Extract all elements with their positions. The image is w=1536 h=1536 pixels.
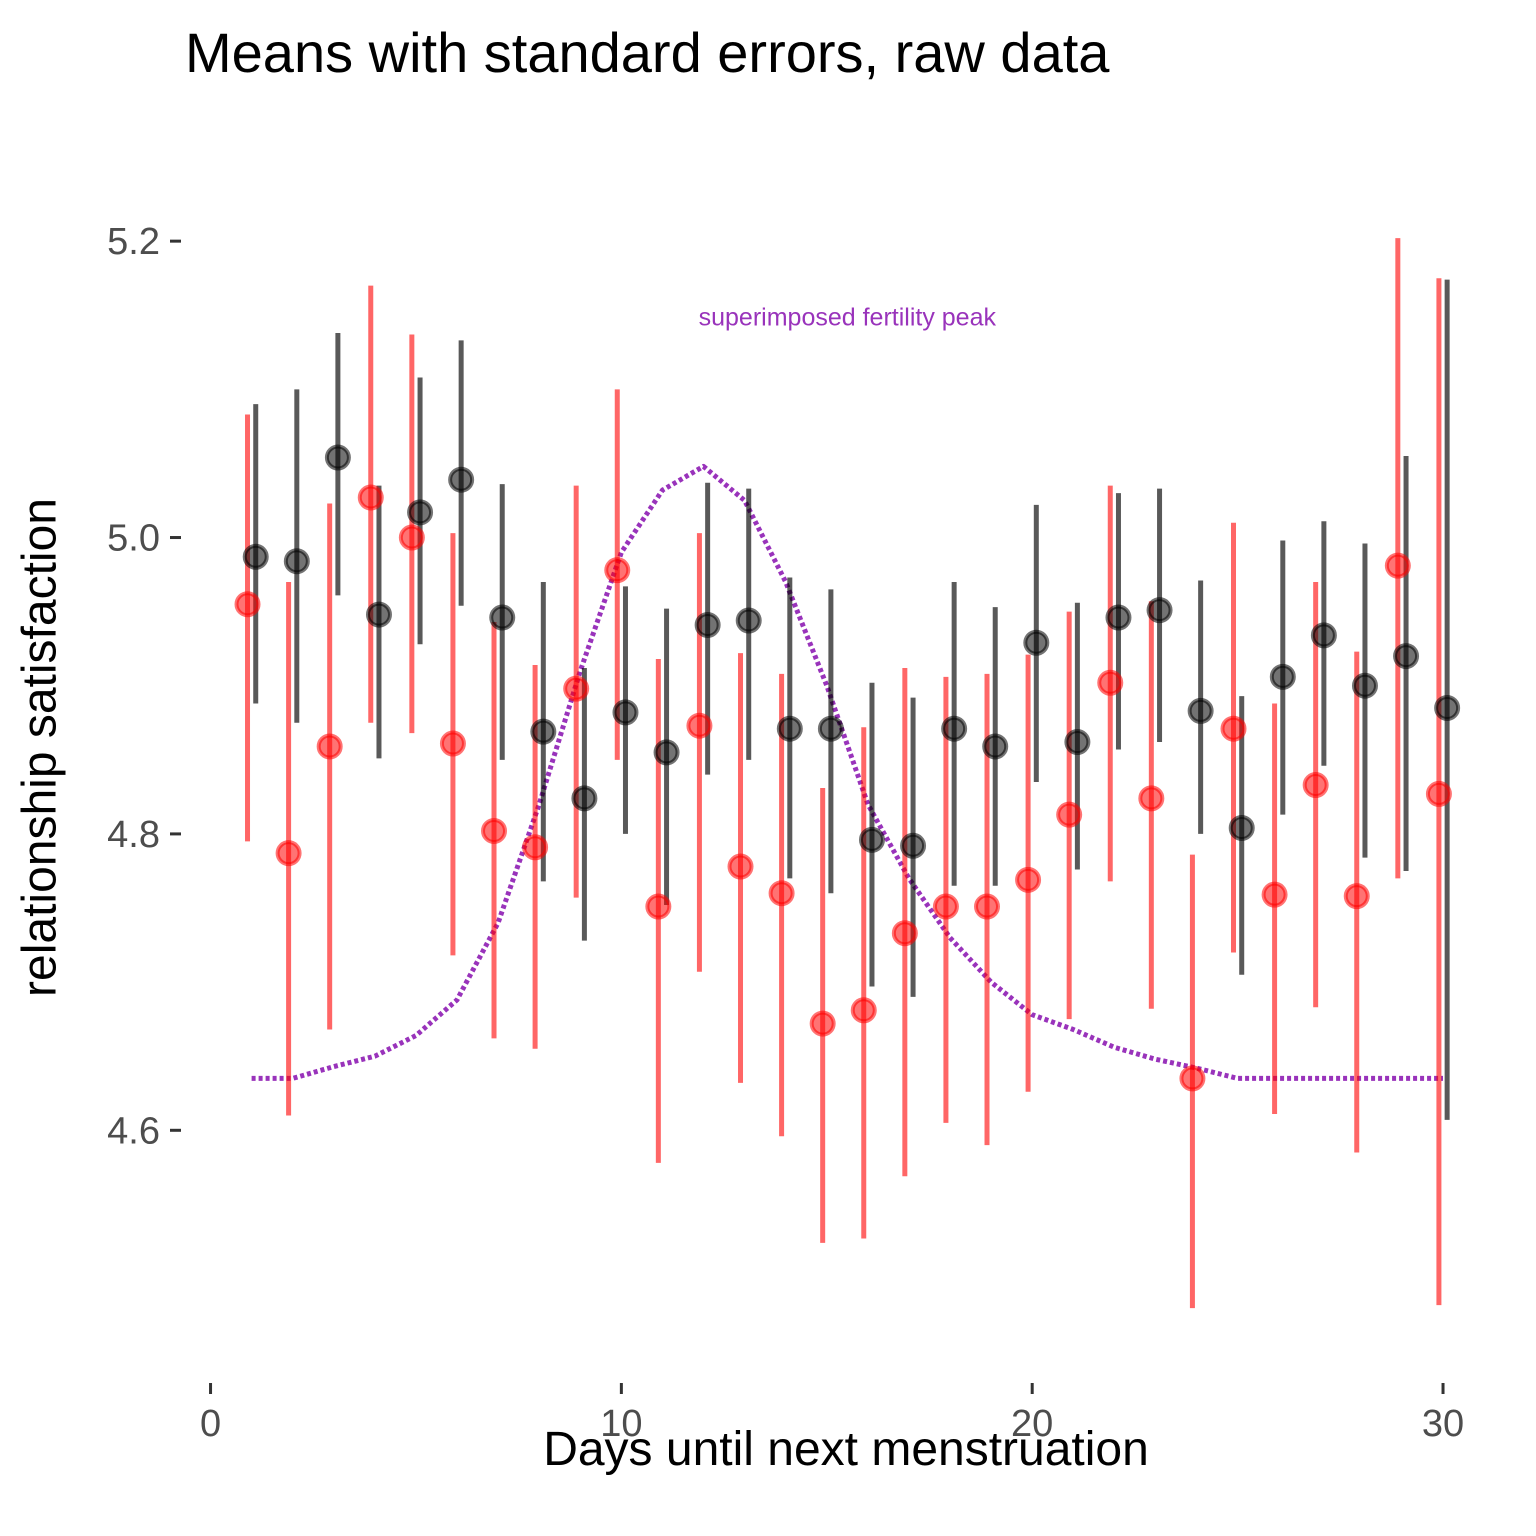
red-mean-point	[563, 675, 590, 702]
black-mean-point	[530, 718, 557, 745]
red-mean-point	[275, 840, 302, 867]
red-mean-point	[1056, 801, 1083, 828]
black-mean-point	[283, 548, 310, 575]
red-mean-point	[1097, 669, 1124, 696]
red-mean-point	[809, 1010, 836, 1037]
red-mean-point	[974, 893, 1001, 920]
red-mean-point	[357, 484, 384, 511]
y-tick-label: 4.8	[107, 814, 160, 856]
red-mean-point	[686, 712, 713, 739]
black-mean-point	[489, 604, 516, 631]
black-mean-point	[941, 715, 968, 742]
x-tick-label: 10	[600, 1403, 642, 1445]
black-mean-point	[1434, 694, 1461, 721]
red-mean-point	[1302, 772, 1329, 799]
black-mean-point	[324, 444, 351, 471]
red-mean-point	[522, 834, 549, 861]
y-tick-label: 5.2	[107, 221, 160, 263]
black-mean-point	[448, 466, 475, 493]
chart-title: Means with standard errors, raw data	[185, 21, 1110, 84]
red-mean-point	[1343, 883, 1370, 910]
x-tick-label: 30	[1422, 1403, 1464, 1445]
red-mean-point	[932, 893, 959, 920]
red-mean-point	[398, 524, 425, 551]
x-axis: 0 10 20 30	[200, 1383, 1464, 1445]
black-mean-point	[1105, 604, 1132, 631]
black-mean-point	[653, 739, 680, 766]
black-mean-point	[1351, 672, 1378, 699]
black-mean-point	[694, 611, 721, 638]
red-mean-point	[1425, 780, 1452, 807]
black-mean-point	[735, 607, 762, 634]
red-mean-point	[604, 557, 631, 584]
fertility-curve	[251, 463, 1443, 1081]
black-mean-point	[1310, 622, 1337, 649]
red-mean-point	[1179, 1065, 1206, 1092]
red-mean-point	[1384, 552, 1411, 579]
black-mean-point	[407, 499, 434, 526]
red-mean-point	[891, 920, 918, 947]
y-axis-label: relationship satisfaction	[13, 498, 67, 997]
red-mean-point	[1015, 866, 1042, 893]
black-mean-point	[1064, 729, 1091, 756]
red-mean-point	[850, 997, 877, 1024]
fertility-curve-line	[251, 463, 1443, 1081]
red-mean-point	[1261, 881, 1288, 908]
error-bars	[245, 238, 1450, 1309]
y-axis: 4.6 4.8 5.0 5.2	[107, 221, 181, 1152]
black-mean-point	[1023, 629, 1050, 656]
black-mean-point	[1269, 663, 1296, 690]
black-mean-point	[571, 785, 598, 812]
black-mean-point	[858, 826, 885, 853]
black-mean-point	[817, 715, 844, 742]
black-mean-point	[1228, 814, 1255, 841]
black-mean-point	[242, 543, 269, 570]
mean-points	[234, 444, 1461, 1092]
x-axis-label: Days until next menstruation	[543, 1423, 1149, 1476]
x-tick-label: 20	[1011, 1403, 1053, 1445]
red-mean-point	[645, 893, 672, 920]
red-mean-point	[1138, 785, 1165, 812]
black-mean-point	[1146, 597, 1173, 624]
x-tick-label: 0	[200, 1403, 221, 1445]
red-mean-point	[481, 817, 508, 844]
black-mean-point	[1187, 697, 1214, 724]
y-tick-label: 4.6	[107, 1110, 160, 1152]
fertility-peak-annotation: superimposed fertility peak	[699, 304, 997, 332]
y-tick-label: 5.0	[107, 518, 160, 560]
black-mean-point	[982, 733, 1009, 760]
red-mean-point	[316, 733, 343, 760]
red-mean-point	[439, 730, 466, 757]
red-mean-point	[1220, 715, 1247, 742]
red-mean-point	[234, 591, 261, 618]
red-mean-point	[768, 880, 795, 907]
black-mean-point	[612, 699, 639, 726]
red-mean-point	[727, 853, 754, 880]
black-mean-point	[900, 832, 927, 859]
black-mean-point	[365, 601, 392, 628]
black-mean-point	[1393, 643, 1420, 670]
black-mean-point	[776, 715, 803, 742]
